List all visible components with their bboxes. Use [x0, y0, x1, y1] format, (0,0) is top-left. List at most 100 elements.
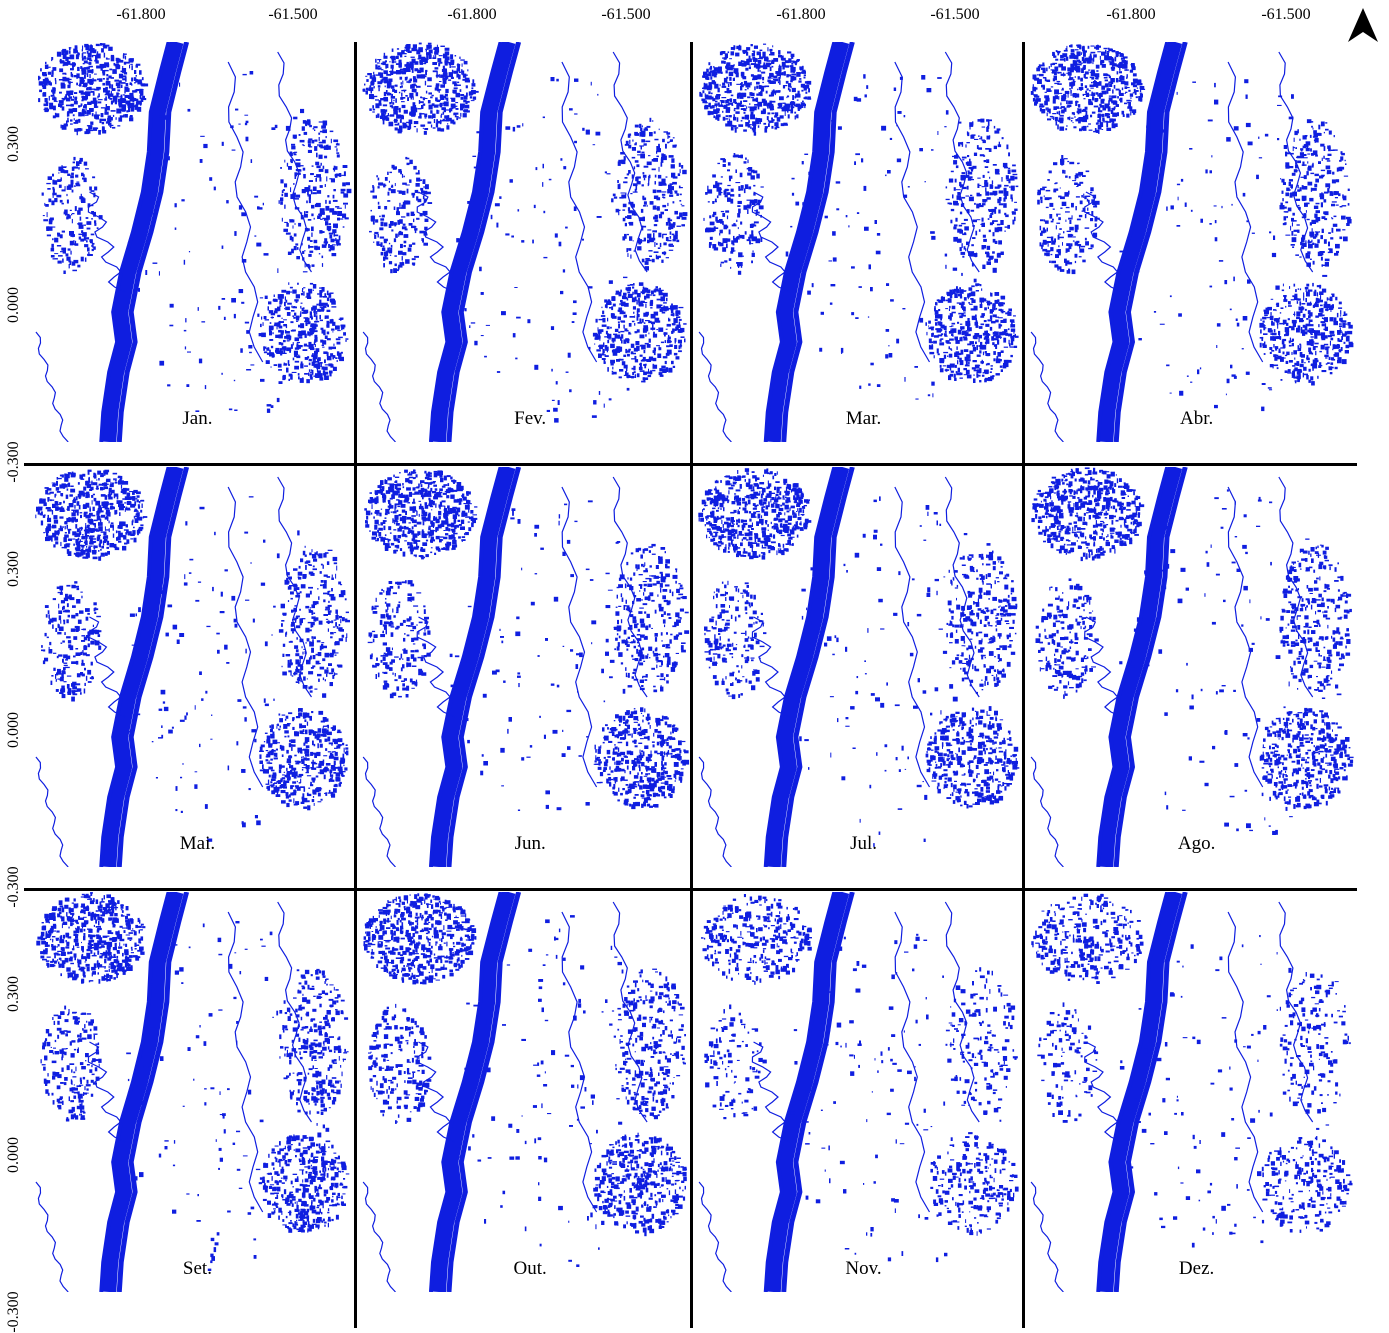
- flooded-area: [395, 63, 400, 65]
- flooded-area: [110, 91, 112, 95]
- flooded-area: [791, 192, 795, 196]
- flooded-area: [71, 213, 75, 215]
- flooded-area: [1071, 112, 1075, 115]
- flooded-area: [654, 181, 656, 185]
- flooded-area: [627, 253, 629, 257]
- flooded-area: [305, 123, 308, 127]
- flooded-area: [270, 405, 274, 408]
- flooded-area: [407, 97, 409, 101]
- flooded-area: [736, 83, 741, 85]
- flooded-area: [107, 106, 110, 111]
- flooded-area: [1082, 94, 1085, 96]
- flooded-area: [106, 90, 110, 95]
- flooded-area: [645, 320, 650, 322]
- flooded-area: [377, 201, 380, 205]
- flooded-area: [273, 310, 278, 314]
- flooded-area: [244, 321, 250, 324]
- flooded-area: [362, 88, 364, 92]
- flooded-area: [301, 307, 304, 312]
- flooded-area: [418, 47, 423, 53]
- flooded-area: [792, 95, 795, 100]
- flooded-area: [653, 233, 655, 238]
- flooded-area: [651, 237, 656, 241]
- flooded-area: [328, 293, 332, 298]
- flooded-area: [405, 184, 410, 186]
- flooded-area: [740, 85, 743, 91]
- flooded-area: [992, 232, 995, 237]
- flooded-area: [676, 353, 678, 355]
- flooded-area: [565, 371, 569, 373]
- flooded-area: [1123, 60, 1128, 65]
- flooded-area: [733, 238, 738, 243]
- flooded-area: [641, 125, 643, 128]
- flooded-area: [393, 206, 396, 210]
- flooded-area: [715, 216, 718, 222]
- flooded-area: [1014, 208, 1018, 211]
- flooded-area: [64, 123, 67, 128]
- flooded-area: [438, 110, 440, 113]
- flooded-area: [937, 131, 939, 135]
- flooded-area: [74, 128, 79, 132]
- flooded-area: [933, 355, 935, 359]
- flooded-area: [632, 139, 634, 142]
- flooded-area: [103, 87, 106, 93]
- flooded-area: [1001, 137, 1004, 140]
- flooded-area: [1110, 62, 1115, 65]
- flooded-area: [1042, 68, 1046, 74]
- flooded-area: [777, 81, 779, 84]
- flooded-area: [1110, 110, 1114, 114]
- flooded-area: [986, 333, 990, 336]
- flooded-area: [292, 289, 297, 294]
- flooded-area: [701, 98, 706, 102]
- flooded-area: [312, 284, 317, 289]
- flooded-area: [648, 155, 651, 157]
- flooded-area: [444, 47, 450, 51]
- flooded-area: [332, 321, 336, 326]
- flooded-area: [848, 225, 850, 228]
- flooded-area: [1119, 61, 1123, 64]
- flooded-area: [625, 371, 627, 376]
- flooded-area: [69, 240, 74, 246]
- flooded-area: [68, 184, 74, 188]
- flooded-area: [602, 310, 605, 315]
- flooded-area: [965, 144, 967, 148]
- flooded-area: [400, 170, 402, 175]
- flooded-area: [277, 363, 282, 368]
- flooded-area: [324, 293, 327, 296]
- flooded-area: [659, 368, 663, 372]
- flooded-area: [631, 320, 635, 323]
- flooded-area: [88, 61, 92, 65]
- longitude-tick-label: -61.800: [1106, 6, 1156, 23]
- flooded-area: [1059, 107, 1063, 109]
- flooded-area: [298, 376, 300, 380]
- flooded-area: [260, 378, 265, 382]
- flooded-area: [281, 190, 284, 193]
- flooded-area: [401, 190, 406, 195]
- flooded-area: [41, 82, 45, 85]
- flooded-area: [982, 174, 985, 178]
- flooded-area: [762, 81, 764, 84]
- flooded-area: [716, 108, 720, 114]
- flooded-area: [730, 51, 735, 56]
- flooded-area: [711, 105, 715, 109]
- flooded-area: [663, 196, 666, 199]
- flooded-area: [636, 181, 641, 185]
- tributary-channel: [698, 331, 732, 442]
- flooded-area: [266, 352, 270, 355]
- tributary-channel: [35, 331, 69, 442]
- flooded-area: [999, 331, 1004, 336]
- flooded-area: [802, 202, 807, 206]
- flooded-area: [636, 316, 639, 321]
- flooded-area: [725, 66, 729, 70]
- flooded-area: [372, 186, 375, 191]
- flooded-area: [515, 357, 518, 360]
- flooded-area: [307, 331, 310, 336]
- flooded-area: [868, 383, 871, 386]
- flooded-area: [52, 238, 54, 241]
- flooded-area: [280, 201, 283, 205]
- flooded-area: [310, 189, 313, 195]
- flooded-area: [305, 322, 309, 325]
- flooded-area: [129, 58, 134, 62]
- flooded-area: [97, 51, 99, 56]
- flooded-area: [1076, 93, 1080, 98]
